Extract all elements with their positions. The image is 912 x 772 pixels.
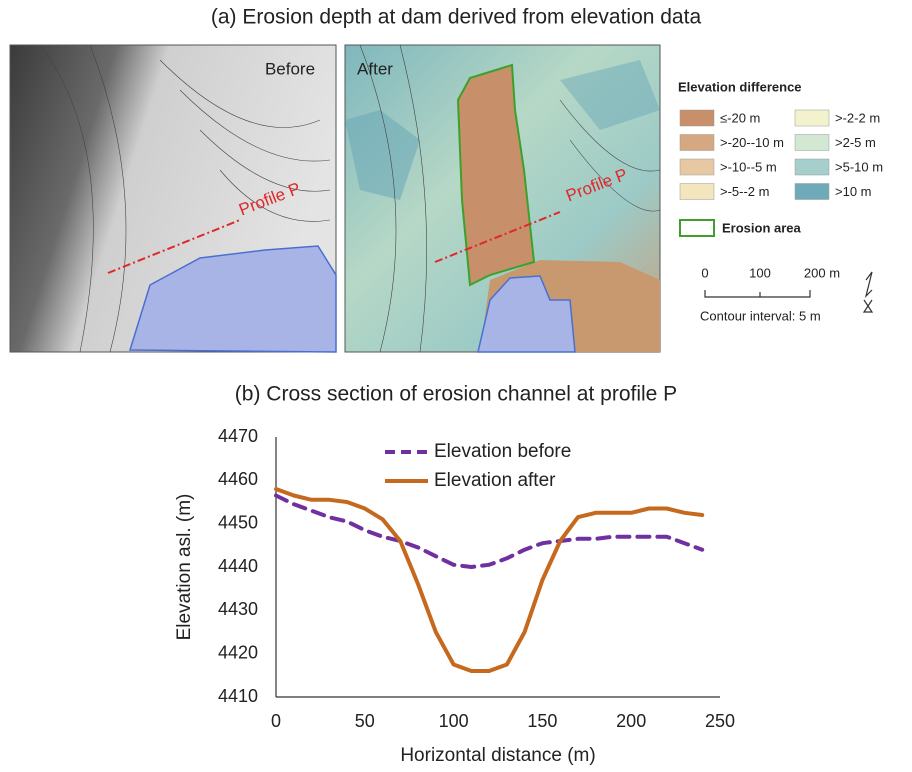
y-tick-label: 4450 xyxy=(218,512,258,532)
legend-swatch xyxy=(794,134,830,151)
scale-label: 0 xyxy=(701,265,708,280)
x-tick-label: 50 xyxy=(355,711,375,731)
data-line xyxy=(274,487,705,673)
y-tick-label: 4410 xyxy=(218,686,258,706)
legend-swatch xyxy=(679,158,715,176)
y-tick-label: 4420 xyxy=(218,642,258,662)
legend-label: >2-5 m xyxy=(835,135,876,150)
y-tick-label: 4440 xyxy=(218,556,258,576)
legend-label: >-20--10 m xyxy=(720,135,784,150)
legend-label: >5-10 m xyxy=(835,159,883,174)
legend-label: Elevation before xyxy=(434,441,571,462)
x-tick-label: 150 xyxy=(527,711,557,731)
north-arrow xyxy=(862,271,874,313)
scale-label: 200 m xyxy=(804,265,840,280)
contour-interval: Contour interval: 5 m xyxy=(700,308,821,323)
x-tick-label: 200 xyxy=(616,711,646,731)
map-legend: Elevation difference Erosion area 0 100 … xyxy=(678,79,883,323)
legend-title: Elevation difference xyxy=(678,79,802,94)
y-tick-label: 4470 xyxy=(218,426,258,446)
legend-label: >-10--5 m xyxy=(720,159,777,174)
legend-label: >10 m xyxy=(835,184,872,199)
x-tick-label: 100 xyxy=(439,711,469,731)
before-map: Before Profile P xyxy=(9,44,337,353)
legend-swatch xyxy=(794,158,830,176)
after-label: After xyxy=(357,59,393,78)
erosion-swatch xyxy=(679,219,715,237)
data-line xyxy=(274,493,705,569)
scale-label: 100 xyxy=(749,265,771,280)
chart-title: (b) Cross section of erosion channel at … xyxy=(235,383,677,406)
y-tick-label: 4460 xyxy=(218,469,258,489)
legend-swatch xyxy=(679,183,715,200)
before-label: Before xyxy=(265,59,315,78)
legend-swatch xyxy=(679,134,715,151)
legend-swatch xyxy=(679,109,715,127)
erosion-label: Erosion area xyxy=(722,220,802,235)
legend-label: >-5--2 m xyxy=(720,184,769,199)
legend-label: Elevation after xyxy=(434,470,556,491)
legend-label: >-2-2 m xyxy=(835,110,880,125)
x-tick-label: 250 xyxy=(705,711,735,731)
scale-bar xyxy=(704,290,811,298)
x-tick-label: 0 xyxy=(271,711,281,731)
y-tick-label: 4430 xyxy=(218,599,258,619)
panel-a-title: (a) Erosion depth at dam derived from el… xyxy=(211,6,702,29)
y-axis-label: Elevation asl. (m) xyxy=(174,494,195,641)
x-axis-label: Horizontal distance (m) xyxy=(400,745,595,766)
after-map: After Profile P xyxy=(344,44,661,353)
legend-swatch xyxy=(794,109,830,127)
legend-label: ≤-20 m xyxy=(720,110,760,125)
legend-swatch xyxy=(794,183,830,200)
